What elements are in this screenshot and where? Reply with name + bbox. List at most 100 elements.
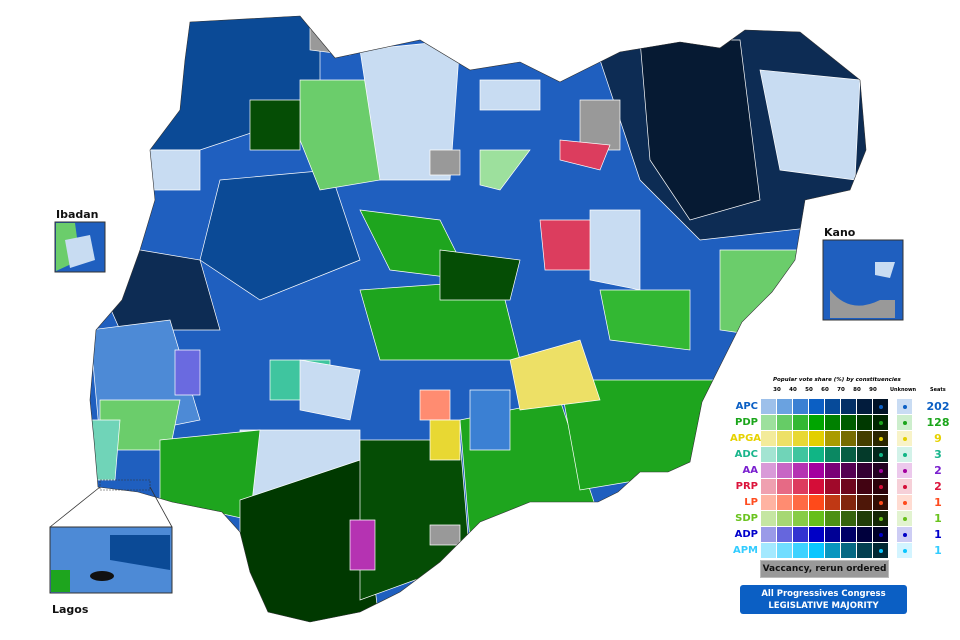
tick-label: 70 bbox=[837, 387, 845, 393]
unknown-swatch bbox=[897, 511, 912, 526]
shade-swatch bbox=[873, 495, 888, 510]
shade-swatch bbox=[777, 463, 792, 478]
shade-swatch bbox=[857, 415, 872, 430]
shade-swatch bbox=[777, 511, 792, 526]
shade-swatch bbox=[761, 399, 776, 414]
seat-count: 1 bbox=[934, 544, 942, 557]
majority-banner: All Progressives Congress LEGISLATIVE MA… bbox=[740, 585, 907, 614]
shade-swatch bbox=[793, 479, 808, 494]
shade-swatch bbox=[777, 527, 792, 542]
seat-count: 1 bbox=[934, 528, 942, 541]
shade-swatch bbox=[793, 399, 808, 414]
legend-row-apm: APM 1 bbox=[730, 543, 960, 559]
shade-swatch bbox=[761, 479, 776, 494]
unknown-swatch bbox=[897, 415, 912, 430]
legend-row-adc: ADC 3 bbox=[730, 447, 960, 463]
shade-swatch bbox=[809, 543, 824, 558]
shade-swatch bbox=[857, 431, 872, 446]
shade-swatch bbox=[761, 527, 776, 542]
unknown-dot bbox=[902, 436, 907, 441]
unknown-swatch bbox=[897, 447, 912, 462]
tick-label: 60 bbox=[821, 387, 829, 393]
shade-swatch bbox=[809, 447, 824, 462]
legend-row-aa: AA 2 bbox=[730, 463, 960, 479]
inset-label-ibadan: Ibadan bbox=[56, 208, 99, 221]
tick-label: 80 bbox=[853, 387, 861, 393]
party-name: SDP bbox=[735, 513, 758, 524]
shade-swatch bbox=[825, 479, 840, 494]
legend-row-adp: ADP 1 bbox=[730, 527, 960, 543]
shade-swatch bbox=[793, 511, 808, 526]
shade-swatch bbox=[761, 447, 776, 462]
shade-swatch bbox=[841, 447, 856, 462]
unknown-swatch bbox=[897, 399, 912, 414]
shade-swatch bbox=[857, 463, 872, 478]
inset-kano bbox=[822, 239, 904, 321]
shade-swatch bbox=[793, 415, 808, 430]
tick-label: 90 bbox=[869, 387, 877, 393]
unknown-dot bbox=[878, 500, 883, 505]
legend-row-sdp: SDP 1 bbox=[730, 511, 960, 527]
party-name: APC bbox=[735, 401, 758, 412]
shade-swatch bbox=[809, 479, 824, 494]
shade-swatch bbox=[873, 479, 888, 494]
shade-swatch bbox=[793, 431, 808, 446]
shade-swatch bbox=[809, 527, 824, 542]
party-name: LP bbox=[744, 497, 758, 508]
shade-swatch bbox=[857, 543, 872, 558]
shade-swatch bbox=[857, 479, 872, 494]
shade-swatch bbox=[841, 495, 856, 510]
legend-row-lp: LP 1 bbox=[730, 495, 960, 511]
shade-swatch bbox=[873, 511, 888, 526]
unknown-dot bbox=[878, 404, 883, 409]
shade-swatch bbox=[809, 399, 824, 414]
shade-swatch bbox=[761, 415, 776, 430]
unknown-dot bbox=[878, 468, 883, 473]
unknown-dot bbox=[902, 484, 907, 489]
shade-swatch bbox=[825, 543, 840, 558]
party-name: APM bbox=[732, 545, 758, 556]
shade-swatch bbox=[809, 495, 824, 510]
legend-row-apc: APC 202 bbox=[730, 399, 960, 415]
unknown-swatch bbox=[897, 463, 912, 478]
shade-swatch bbox=[761, 543, 776, 558]
shade-swatch bbox=[841, 527, 856, 542]
shade-swatch bbox=[857, 399, 872, 414]
inset-label-kano: Kano bbox=[824, 226, 856, 239]
unknown-dot bbox=[902, 452, 907, 457]
shade-swatch bbox=[873, 463, 888, 478]
shade-swatch bbox=[841, 479, 856, 494]
shade-swatch bbox=[825, 527, 840, 542]
seat-count: 202 bbox=[926, 400, 950, 413]
shade-swatch bbox=[873, 399, 888, 414]
shade-swatch bbox=[857, 511, 872, 526]
shade-swatch bbox=[793, 527, 808, 542]
unknown-dot bbox=[878, 484, 883, 489]
shade-swatch bbox=[793, 543, 808, 558]
shade-swatch bbox=[841, 415, 856, 430]
shade-swatch bbox=[777, 431, 792, 446]
tick-label: 30 bbox=[773, 387, 781, 393]
party-name: PDP bbox=[735, 417, 758, 428]
party-name: PRP bbox=[735, 481, 758, 492]
shade-swatch bbox=[761, 495, 776, 510]
unknown-dot bbox=[878, 516, 883, 521]
shade-swatch bbox=[873, 431, 888, 446]
unknown-swatch bbox=[897, 495, 912, 510]
shade-swatch bbox=[825, 399, 840, 414]
shade-swatch bbox=[841, 399, 856, 414]
party-name: AA bbox=[742, 465, 758, 476]
shade-swatch bbox=[777, 495, 792, 510]
unknown-dot bbox=[902, 404, 907, 409]
seat-count: 9 bbox=[934, 432, 942, 445]
legend-row-apga: APGA 9 bbox=[730, 431, 960, 447]
tick-label: 40 bbox=[789, 387, 797, 393]
inset-label-lagos: Lagos bbox=[52, 603, 89, 616]
unknown-dot bbox=[902, 516, 907, 521]
shade-swatch bbox=[809, 463, 824, 478]
unknown-swatch bbox=[897, 431, 912, 446]
shade-swatch bbox=[761, 463, 776, 478]
party-name: ADC bbox=[734, 449, 758, 460]
shade-swatch bbox=[761, 431, 776, 446]
